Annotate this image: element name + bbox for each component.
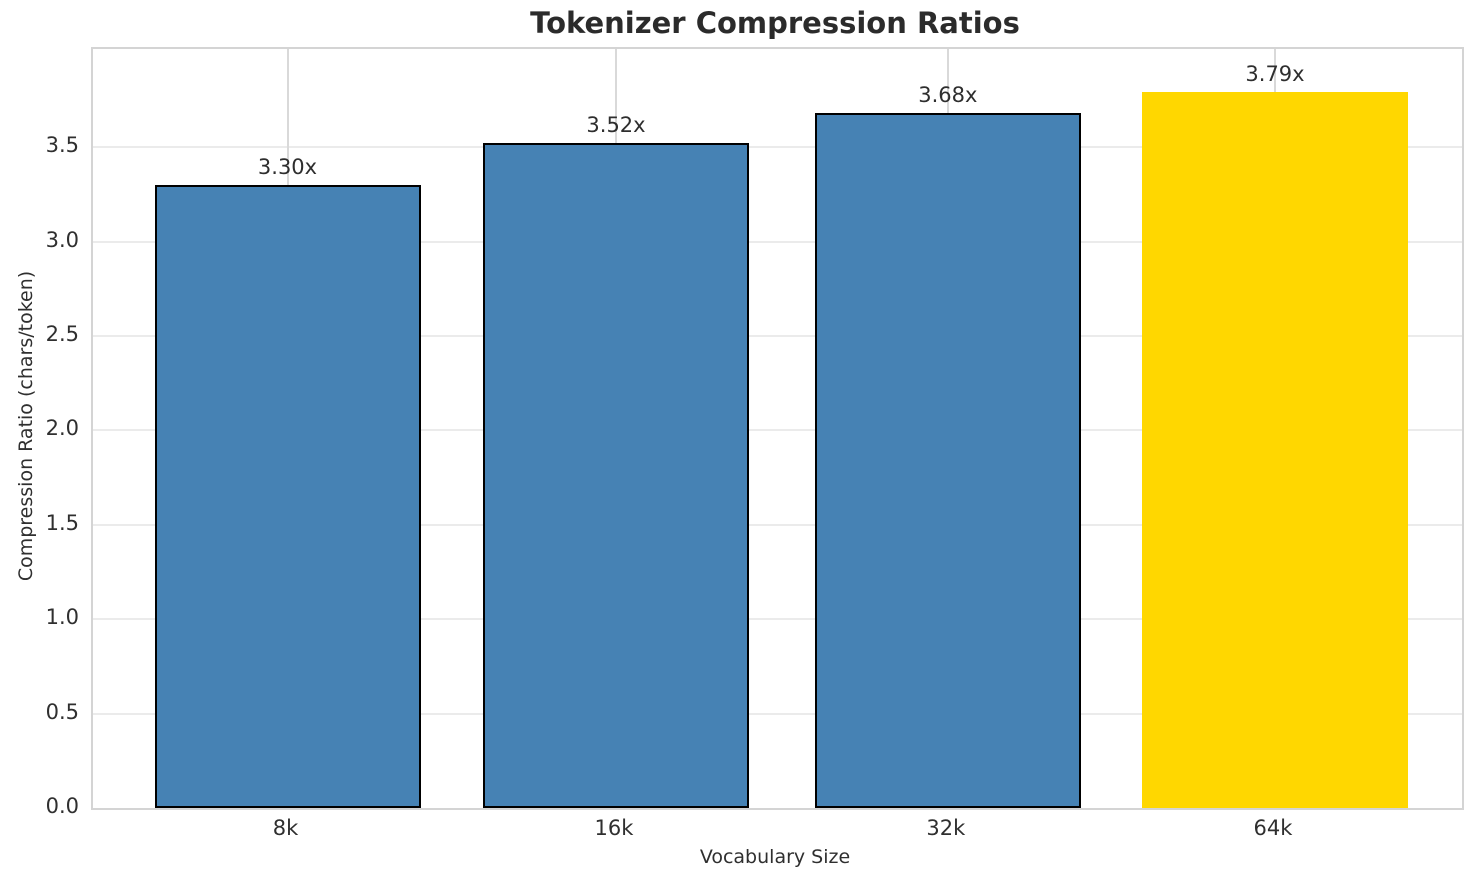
y-tick-label: 3.0: [45, 227, 79, 252]
y-tick-label: 2.0: [45, 416, 79, 441]
x-tick-label-16k: 16k: [594, 816, 634, 840]
x-axis-label: Vocabulary Size: [699, 846, 851, 868]
y-gridline: [93, 712, 1462, 715]
bar-value-label: 3.52x: [586, 113, 646, 138]
y-gridline: [93, 523, 1462, 526]
y-gridline: [93, 240, 1462, 243]
y-tick-label: 2.5: [45, 321, 79, 346]
y-tick-label: 1.0: [45, 605, 79, 630]
y-tick-label: 0.5: [45, 699, 79, 724]
y-gridline: [93, 146, 1462, 149]
x-tick-label-32k: 32k: [926, 816, 966, 840]
y-tick-label: 3.5: [45, 133, 79, 158]
y-gridline: [93, 335, 1462, 337]
y-tick-label: 0.0: [45, 794, 79, 818]
y-gridline: [93, 618, 1462, 621]
bar-value-label: 3.79x: [1245, 62, 1305, 87]
bar-value-label: 3.30x: [257, 154, 318, 179]
chart-title: Tokenizer Compression Ratios: [530, 6, 1020, 40]
x-tick-label-8k: 8k: [272, 816, 299, 840]
bar-value-label: 3.68x: [918, 83, 978, 108]
x-tick-label-64k: 64k: [1253, 816, 1293, 840]
y-tick-label: 1.5: [45, 510, 79, 535]
bar-16k: [483, 143, 749, 808]
y-gridline: [93, 429, 1462, 432]
plot-area: 3.30x 3.52x 3.68x 3.79x: [91, 47, 1464, 810]
bar-64k: [1142, 92, 1408, 808]
bar-32k: [814, 113, 1081, 808]
bar-8k: [154, 184, 421, 808]
